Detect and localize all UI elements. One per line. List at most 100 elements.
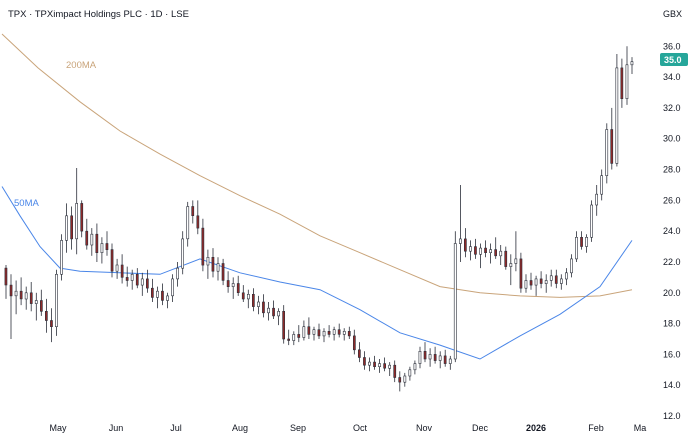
candle <box>524 274 528 293</box>
candle <box>130 269 134 290</box>
ma200-line <box>1 33 633 298</box>
candle <box>277 308 281 326</box>
price-axis: 12.0 14.0 16.0 18.0 20.0 22.0 24.0 26.0 28.0 30.0… <box>663 41 681 421</box>
candle <box>368 357 371 372</box>
candle <box>383 357 387 372</box>
candle <box>575 231 578 262</box>
candle <box>388 362 392 376</box>
candle <box>363 351 366 370</box>
candle <box>534 275 538 296</box>
candle <box>125 266 129 287</box>
y-tick-label: 36.0 <box>663 41 681 51</box>
candle <box>135 268 139 289</box>
y-tick-label: 32.0 <box>663 103 681 113</box>
y-tick-label: 14.0 <box>663 380 681 390</box>
candle <box>458 185 462 262</box>
candle <box>504 246 508 270</box>
candle <box>393 360 397 383</box>
x-tick-label: Aug <box>232 423 248 433</box>
moving-averages <box>1 33 633 360</box>
ma50-label: 50MA <box>14 198 39 209</box>
y-tick-label: 12.0 <box>663 411 681 421</box>
candle <box>44 298 48 333</box>
candle <box>544 274 548 293</box>
candle <box>580 231 583 250</box>
candle <box>322 328 326 343</box>
candle <box>14 280 18 315</box>
last-price-badge: 35.0 <box>660 53 688 66</box>
ma200-label: 200MA <box>66 60 97 71</box>
candle <box>201 218 205 272</box>
candle <box>297 325 301 343</box>
candle <box>403 372 407 387</box>
y-tick-label: 24.0 <box>663 226 681 236</box>
last-price-value: 35.0 <box>664 55 682 65</box>
y-tick-label: 30.0 <box>663 134 681 144</box>
candle <box>539 271 543 289</box>
candle <box>247 289 250 309</box>
candle <box>206 249 210 279</box>
candle <box>19 277 23 306</box>
x-tick-label: Nov <box>416 423 433 433</box>
candle <box>166 292 169 309</box>
candle <box>267 302 270 321</box>
candle <box>257 295 260 315</box>
candle <box>176 262 180 287</box>
candle <box>272 300 275 319</box>
candle <box>357 342 361 363</box>
candle <box>559 274 563 290</box>
candle <box>231 277 235 299</box>
candle <box>408 366 412 381</box>
candle <box>4 265 8 299</box>
candle <box>85 218 89 250</box>
y-tick-label: 34.0 <box>663 72 681 82</box>
candle <box>564 268 568 286</box>
candle <box>615 54 619 167</box>
candle <box>327 325 331 338</box>
candle <box>146 269 149 293</box>
candle <box>252 288 255 312</box>
candle <box>34 292 38 321</box>
candle <box>226 271 230 293</box>
candle <box>60 234 63 281</box>
x-tick-label: 2026 <box>526 423 546 433</box>
candle <box>105 231 109 256</box>
candle <box>161 283 164 306</box>
candle <box>317 323 321 339</box>
candle <box>549 269 553 287</box>
candle <box>90 228 94 256</box>
x-tick-label: Feb <box>588 423 604 433</box>
candle <box>282 305 286 344</box>
candle <box>499 245 503 265</box>
candle <box>312 326 316 341</box>
candle <box>211 248 215 278</box>
candle <box>181 231 185 275</box>
candle <box>585 234 588 253</box>
candle <box>484 240 487 258</box>
candle <box>262 294 265 318</box>
candle <box>590 200 593 242</box>
candle <box>514 231 518 272</box>
candle <box>625 46 629 105</box>
candle <box>80 200 84 238</box>
ma50-line <box>1 186 633 360</box>
candle <box>605 123 609 184</box>
candle <box>29 282 33 312</box>
candle <box>398 371 402 392</box>
candle <box>509 254 513 286</box>
candle <box>494 237 498 259</box>
candle <box>610 107 614 170</box>
candle <box>151 278 154 302</box>
candle <box>9 274 13 339</box>
candle <box>453 231 457 363</box>
x-tick-label: Jul <box>170 423 182 433</box>
candle <box>620 58 624 108</box>
candle <box>529 272 533 290</box>
y-tick-label: 18.0 <box>663 319 681 329</box>
candle <box>110 243 114 278</box>
candle <box>433 346 437 364</box>
y-tick-label: 26.0 <box>663 195 681 205</box>
candle <box>479 243 482 269</box>
candle <box>418 346 422 369</box>
